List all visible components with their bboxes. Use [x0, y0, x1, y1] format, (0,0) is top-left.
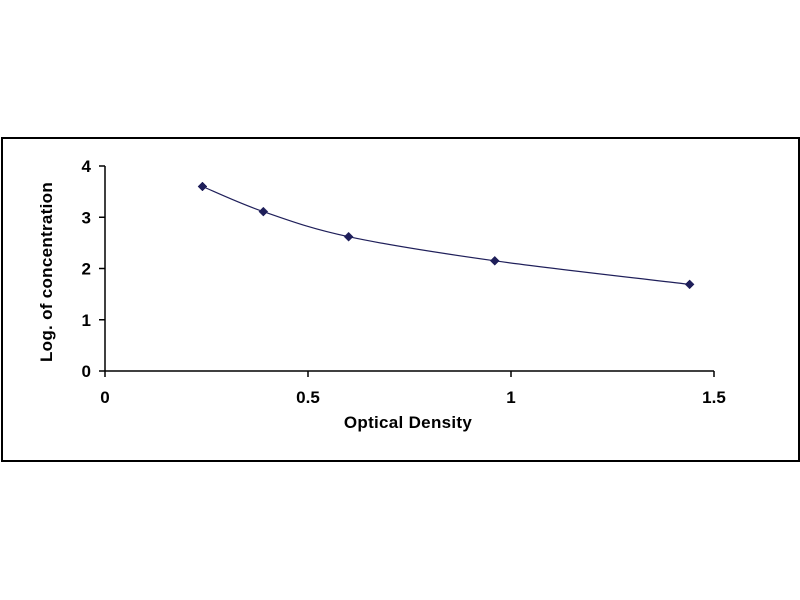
y-axis-ticks [99, 165, 105, 372]
y-axis-title: Log. of concentration [37, 182, 56, 362]
y-tick-label: 2 [82, 260, 91, 279]
data-point-marker [258, 206, 269, 217]
y-axis-tick-labels: 0 1 2 3 4 [82, 157, 92, 381]
y-tick-label: 4 [82, 157, 92, 176]
trendline-curve [202, 185, 690, 285]
x-tick-label: 0 [100, 388, 109, 407]
x-axis-ticks [104, 371, 715, 377]
data-point-marker [489, 255, 500, 266]
y-tick-label: 1 [82, 311, 91, 330]
plot-area: 0 0.5 1 1.5 0 1 2 3 4 [82, 157, 726, 407]
data-markers [197, 181, 695, 290]
data-point-marker [343, 231, 354, 242]
y-tick-label: 0 [82, 362, 91, 381]
y-tick-label: 3 [82, 208, 91, 227]
x-axis-tick-labels: 0 0.5 1 1.5 [100, 388, 726, 407]
data-point-marker [197, 181, 208, 192]
chart-frame [1, 137, 800, 462]
x-axis-title: Optical Density [344, 413, 473, 432]
data-point-marker [684, 279, 695, 290]
x-tick-label: 1.5 [702, 388, 726, 407]
x-tick-label: 1 [506, 388, 515, 407]
x-tick-label: 0.5 [296, 388, 320, 407]
